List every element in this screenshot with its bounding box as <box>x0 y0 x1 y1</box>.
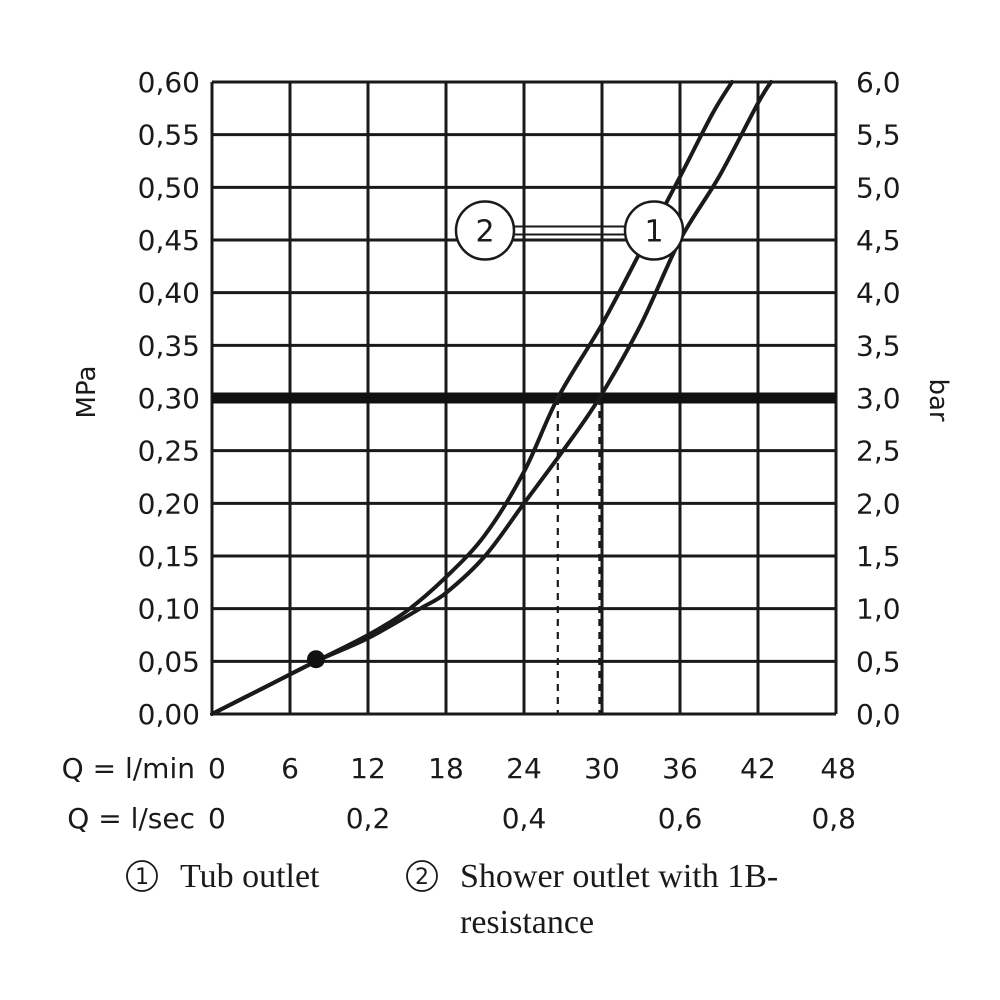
x-tick-label: 12 <box>350 752 386 785</box>
legend-text-continuation: resistance <box>460 904 594 941</box>
x-tick-label: 0,4 <box>502 802 547 835</box>
x-tick-label: 0,2 <box>346 802 391 835</box>
y-tick-label-left: 0,40 <box>138 277 200 310</box>
x-tick-label: 0,8 <box>811 802 856 835</box>
y-tick-label-right: 2,0 <box>856 487 901 520</box>
y-tick-label-right: 3,5 <box>856 329 901 362</box>
x-tick-label: 42 <box>740 752 776 785</box>
y-tick-label-right: 5,5 <box>856 119 901 152</box>
marker-point <box>307 650 325 669</box>
y-tick-label-right: 6,0 <box>856 66 901 99</box>
y-tick-label-left: 0,35 <box>138 329 200 362</box>
x-tick-label: 30 <box>584 752 620 785</box>
y-tick-label-right: 1,5 <box>856 540 901 573</box>
x-axis-row-label-lmin: Q = l/min <box>62 752 195 785</box>
legend-item-1: 1 Tub outlet <box>126 858 320 895</box>
y-tick-label-right: 3,0 <box>856 382 901 415</box>
y-tick-label-left: 0,20 <box>138 487 200 520</box>
chart-grid <box>210 80 838 716</box>
x-tick-label: 0 <box>208 752 226 785</box>
y-tick-label-left: 0,15 <box>138 540 200 573</box>
y-tick-label-right: 1,0 <box>856 593 901 626</box>
legend-text: Shower outlet with 1B- <box>460 858 778 895</box>
chart-curves <box>210 80 773 716</box>
y-tick-label-left: 0,55 <box>138 119 200 152</box>
y-tick-label-right: 0,0 <box>856 698 901 731</box>
x-tick-label: 48 <box>820 752 856 785</box>
y-tick-label-right: 2,5 <box>856 435 901 468</box>
callout-label: 1 <box>644 215 663 250</box>
legend: 1 Tub outlet 2 Shower outlet with 1B- re… <box>126 858 778 941</box>
legend-num: 1 <box>135 865 149 890</box>
y-axis-title-left: MPa <box>72 366 102 419</box>
x-tick-label: 6 <box>281 752 299 785</box>
y-tick-label-right: 4,0 <box>856 277 901 310</box>
y-tick-label-right: 5,0 <box>856 171 901 204</box>
legend-num-circle-icon <box>406 860 438 892</box>
y-tick-label-right: 0,5 <box>856 645 901 678</box>
y-tick-label-left: 0,10 <box>138 593 200 626</box>
legend-num: 2 <box>415 865 429 890</box>
legend-text: Tub outlet <box>180 858 320 895</box>
legend-item-2: 2 Shower outlet with 1B- resistance <box>406 858 778 941</box>
x-axis-row-label-lsec: Q = l/sec <box>67 802 195 835</box>
y-tick-label-left: 0,25 <box>138 435 200 468</box>
legend-num-circle-icon <box>126 860 158 892</box>
callout-label: 2 <box>475 215 494 250</box>
y-axis-title-right: bar <box>923 378 953 421</box>
y-tick-label-left: 0,30 <box>138 382 200 415</box>
x-tick-label: 36 <box>662 752 698 785</box>
callout-circle-icon <box>623 200 685 261</box>
y-tick-label-left: 0,45 <box>138 224 200 257</box>
y-tick-label-left: 0,60 <box>138 66 200 99</box>
series-line-1 <box>210 80 773 716</box>
chart-tick-labels: 0,000,050,100,150,200,250,300,350,400,45… <box>138 66 901 835</box>
y-tick-label-left: 0,05 <box>138 645 200 678</box>
x-tick-label: 0,6 <box>658 802 703 835</box>
y-tick-label-left: 0,50 <box>138 171 200 204</box>
callout-circle-icon <box>454 200 516 261</box>
x-tick-label: 24 <box>506 752 542 785</box>
y-tick-label-right: 4,5 <box>856 224 901 257</box>
x-tick-label: 18 <box>428 752 464 785</box>
y-tick-label-left: 0,00 <box>138 698 200 731</box>
x-tick-label: 0 <box>208 802 226 835</box>
